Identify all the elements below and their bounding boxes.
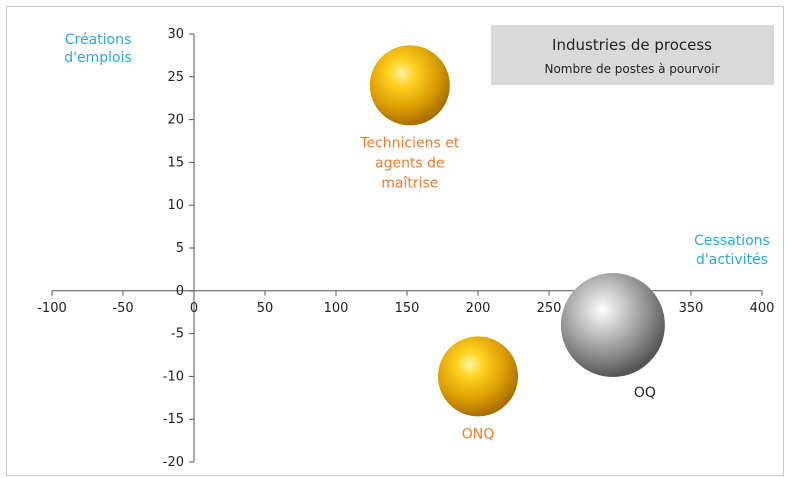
bubbles: [369, 45, 665, 417]
y-tick-label: -10: [163, 369, 184, 384]
bubble-label: ONQ: [462, 426, 495, 442]
y-tick-label: -5: [171, 327, 184, 342]
y-tick-label: -20: [163, 455, 184, 470]
x-tick-label: 150: [395, 301, 420, 316]
chart-subtitle: Nombre de postes à pourvoir: [544, 62, 719, 76]
y-tick-label: 30: [167, 27, 184, 42]
title-box-background: [491, 25, 774, 85]
x-tick-label: 50: [257, 301, 274, 316]
bubble-label: maîtrise: [381, 175, 438, 191]
y-tick-label: 15: [167, 155, 184, 170]
x-tick-label: 250: [537, 301, 562, 316]
x-tick-label: 200: [466, 301, 491, 316]
x-tick-label: 400: [750, 301, 775, 316]
x-axis-label-line1: Cessations: [694, 233, 770, 249]
x-tick-label: -100: [37, 301, 67, 316]
y-tick-label: 10: [167, 198, 184, 213]
x-axis-label: Cessations d'activités: [694, 233, 770, 268]
y-axis-label-line1: Créations: [65, 32, 132, 48]
bubble-label: agents de: [375, 155, 445, 171]
bubble-labels: Techniciens et agents de maîtrise ONQ OQ: [359, 135, 656, 442]
bubble-label: Techniciens et: [359, 135, 460, 151]
chart-title: Industries de process: [552, 36, 712, 54]
x-tick-label: 0: [190, 301, 198, 316]
bubble-label: OQ: [634, 385, 656, 401]
x-tick-label: 100: [324, 301, 349, 316]
y-axis-label: Créations d'emplois: [64, 32, 132, 66]
y-tick-label: 0: [176, 284, 184, 299]
y-tick-label: 5: [176, 241, 184, 256]
x-axis-label-line2: d'activités: [696, 252, 768, 268]
y-tick-label: -15: [163, 412, 184, 427]
bubble-point: [369, 45, 450, 126]
y-tick-label: 25: [167, 70, 184, 85]
bubble-point: [560, 273, 665, 378]
y-axis-label-line2: d'emplois: [64, 50, 132, 66]
chart-title-box: Industries de process Nombre de postes à…: [491, 25, 774, 85]
x-tick-label: -50: [112, 301, 133, 316]
x-tick-label: 350: [679, 301, 704, 316]
bubble-point: [438, 336, 518, 417]
y-tick-label: 20: [167, 113, 184, 128]
